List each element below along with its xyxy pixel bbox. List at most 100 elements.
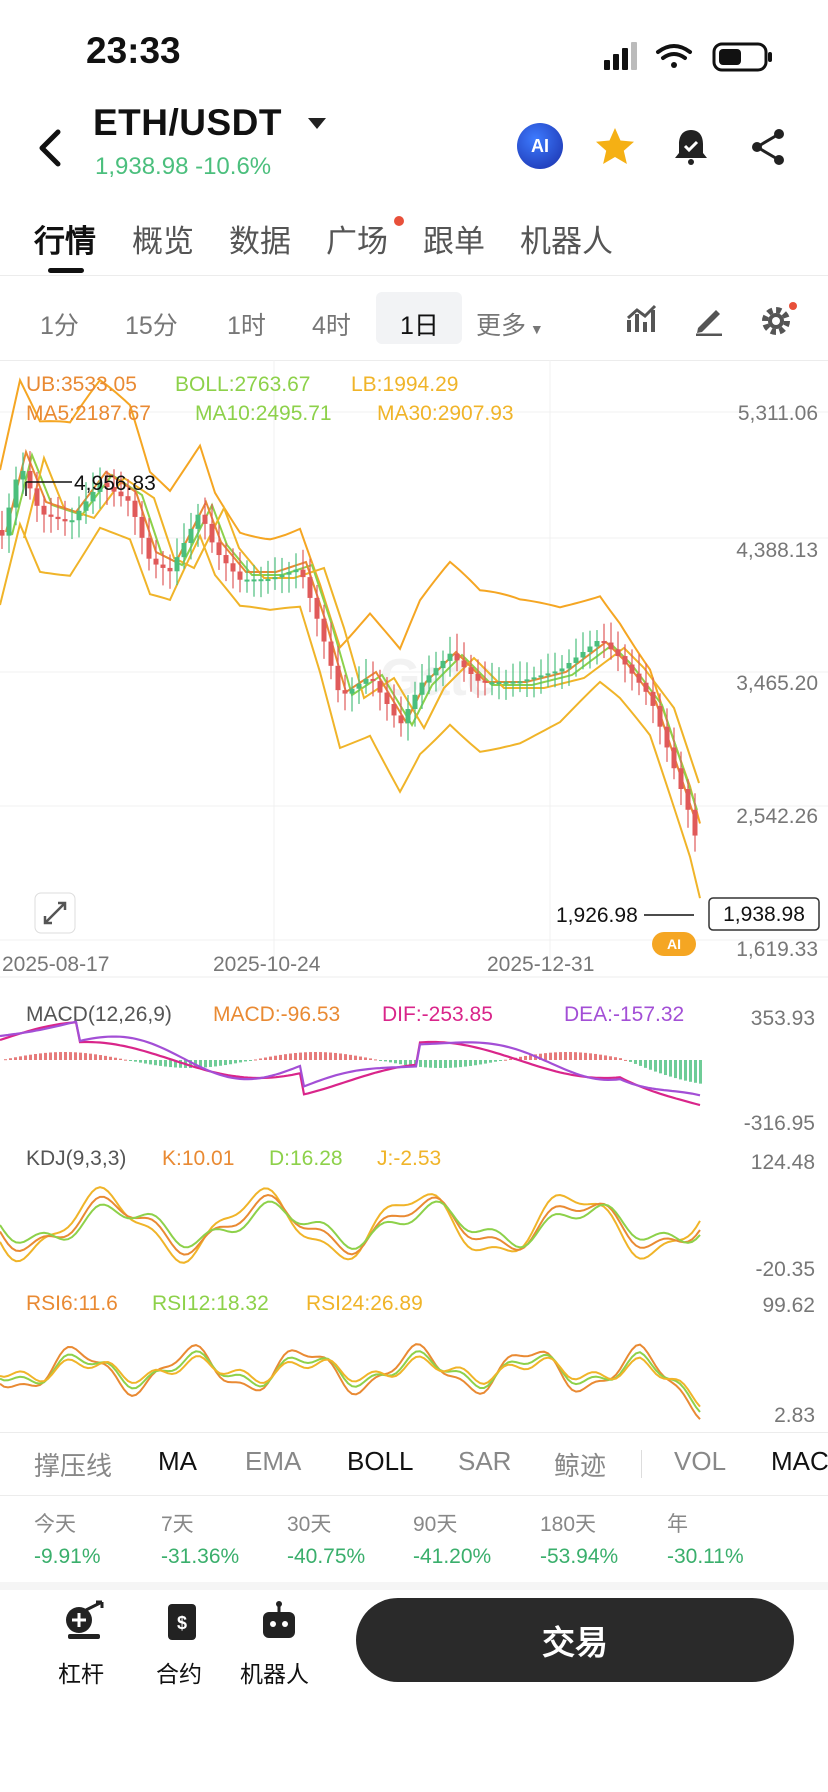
y-tick: 4,388.13 bbox=[736, 539, 818, 562]
indicator-boll[interactable]: BOLL bbox=[347, 1446, 414, 1476]
draw-icon[interactable] bbox=[692, 302, 726, 336]
legend-ub: UB:3533.05 bbox=[26, 373, 137, 396]
candle-body bbox=[174, 557, 180, 572]
tab-copy-trade[interactable]: 跟单 bbox=[423, 224, 485, 259]
indicator-support-resistance[interactable]: 撑压线 bbox=[34, 1451, 113, 1481]
macd-bar bbox=[524, 1055, 527, 1060]
indicator-vol[interactable]: VOL bbox=[674, 1446, 727, 1476]
macd-bar bbox=[234, 1060, 237, 1064]
candle-body bbox=[559, 668, 565, 672]
tab-overview[interactable]: 概览 bbox=[132, 224, 194, 259]
indicator-sar[interactable]: SAR bbox=[458, 1446, 512, 1476]
candle-body bbox=[650, 691, 656, 706]
price-chart[interactable]: Gate 5,311.06 4,388.13 3,465.20 2,542.26… bbox=[0, 360, 828, 1430]
perf-value: -41.20% bbox=[413, 1545, 492, 1568]
tab-bots[interactable]: 机器人 bbox=[520, 224, 613, 259]
candle-body bbox=[531, 677, 537, 680]
notification-dot bbox=[394, 216, 404, 226]
macd-bar bbox=[614, 1057, 617, 1060]
timeframe-4h[interactable]: 4时 bbox=[312, 312, 351, 340]
macd-bar bbox=[169, 1060, 172, 1068]
chevron-down-icon[interactable] bbox=[308, 118, 326, 129]
macd-bar bbox=[439, 1060, 442, 1068]
timeframe-more[interactable]: 更多 ▼ bbox=[476, 312, 544, 340]
timeframe-15m[interactable]: 15分 bbox=[125, 312, 178, 340]
candle-body bbox=[587, 646, 593, 652]
svg-text:AI: AI bbox=[667, 936, 681, 952]
macd-bar bbox=[124, 1059, 127, 1061]
candle-body bbox=[671, 747, 677, 769]
perf-value: -9.91% bbox=[34, 1545, 101, 1568]
macd-bar bbox=[329, 1052, 332, 1060]
macd-bar bbox=[689, 1060, 692, 1082]
macd-bar bbox=[174, 1060, 177, 1068]
indicator-icon[interactable] bbox=[625, 302, 659, 336]
macd-bar bbox=[564, 1052, 567, 1060]
candle-body bbox=[139, 516, 145, 538]
candle-body bbox=[433, 668, 439, 676]
candle-body bbox=[13, 479, 19, 508]
bot-button[interactable]: 机器人 bbox=[240, 1600, 320, 1700]
timeframe-1m[interactable]: 1分 bbox=[40, 312, 79, 340]
macd-bar bbox=[644, 1060, 647, 1068]
divider bbox=[0, 1495, 828, 1496]
tab-data[interactable]: 数据 bbox=[229, 224, 291, 259]
legend-ma5: MA5:2187.67 bbox=[26, 402, 151, 425]
candle-body bbox=[328, 641, 334, 666]
indicator-ema[interactable]: EMA bbox=[245, 1446, 302, 1476]
candle-body bbox=[545, 673, 551, 676]
macd-bar bbox=[429, 1060, 432, 1068]
candle-body bbox=[111, 487, 117, 492]
candle-body bbox=[363, 678, 369, 684]
macd-bar bbox=[99, 1055, 102, 1060]
macd-bar bbox=[364, 1057, 367, 1060]
back-icon[interactable] bbox=[34, 128, 64, 168]
bell-icon[interactable] bbox=[668, 124, 714, 170]
ai-tag[interactable] bbox=[652, 932, 696, 956]
contract-button[interactable]: $ 合约 bbox=[154, 1600, 210, 1700]
indicator-whale[interactable]: 鲸迹 bbox=[554, 1451, 607, 1481]
price-change: 1,938.98 -10.6% bbox=[95, 153, 272, 180]
pair-title[interactable]: ETH/USDT bbox=[93, 102, 282, 143]
macd-bar bbox=[69, 1052, 72, 1060]
macd-dea-line bbox=[0, 1020, 701, 1097]
indicator-ma[interactable]: MA bbox=[158, 1446, 197, 1476]
indicator-macd[interactable]: MAC bbox=[771, 1446, 828, 1476]
macd-dif-line bbox=[0, 1021, 701, 1107]
star-icon[interactable] bbox=[592, 124, 638, 170]
timeframe-1h[interactable]: 1时 bbox=[227, 312, 266, 340]
macd-bar bbox=[664, 1060, 667, 1076]
candle-body bbox=[223, 555, 229, 564]
macd-y-top: 353.93 bbox=[751, 1007, 815, 1030]
candle-body bbox=[300, 569, 306, 578]
leverage-button[interactable]: 杠杆 bbox=[56, 1600, 112, 1700]
ma-line bbox=[23, 454, 700, 784]
kdj-d-line bbox=[0, 1200, 701, 1250]
macd-bar bbox=[599, 1054, 602, 1060]
candle-body bbox=[181, 543, 187, 558]
share-icon[interactable] bbox=[745, 124, 791, 170]
kdj-j-line bbox=[0, 1186, 701, 1264]
macd-bar bbox=[399, 1060, 402, 1065]
legend-boll: BOLL:2763.67 bbox=[175, 373, 310, 396]
candle-body bbox=[496, 682, 502, 685]
tab-market[interactable]: 行情 bbox=[34, 224, 96, 259]
legend-lb: LB:1994.29 bbox=[351, 373, 458, 396]
macd-bar bbox=[289, 1053, 292, 1060]
settings-icon[interactable] bbox=[757, 300, 797, 340]
timeframe-1d[interactable]: 1日 bbox=[400, 312, 439, 340]
macd-bar bbox=[274, 1055, 277, 1060]
macd-bar bbox=[374, 1059, 377, 1061]
kdj-j: J:-2.53 bbox=[377, 1147, 441, 1170]
trade-button[interactable]: 交易 bbox=[356, 1598, 794, 1682]
macd-bar bbox=[239, 1060, 242, 1063]
expand-icon[interactable] bbox=[34, 892, 76, 934]
macd-bar bbox=[549, 1052, 552, 1060]
y-tick: 1,619.33 bbox=[736, 938, 818, 961]
macd-bar bbox=[499, 1060, 502, 1061]
ai-icon[interactable]: AI bbox=[517, 123, 563, 169]
macd-bar bbox=[154, 1060, 157, 1066]
tab-square[interactable]: 广场 bbox=[326, 224, 388, 259]
macd-bar bbox=[369, 1058, 372, 1060]
macd-bar bbox=[679, 1060, 682, 1080]
